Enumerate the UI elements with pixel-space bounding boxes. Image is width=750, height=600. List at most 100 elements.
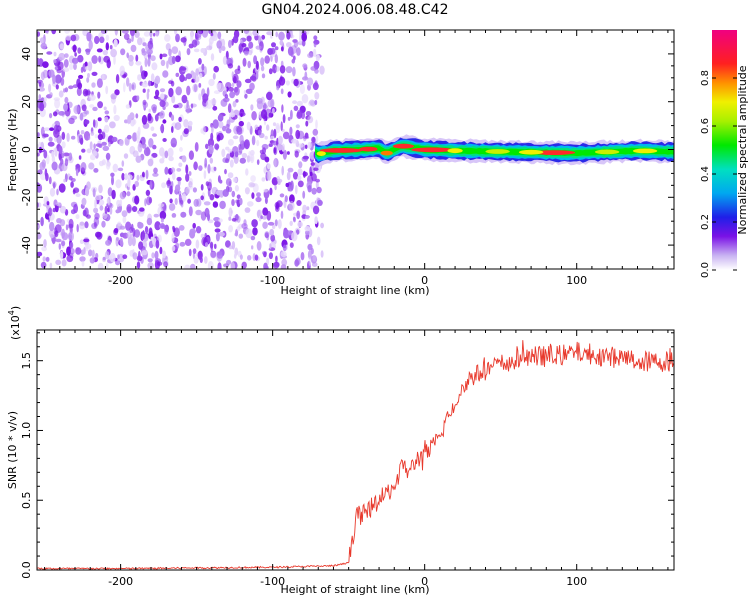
colorbar-tick-label: 0.8 <box>700 70 711 86</box>
noise-blob <box>217 114 224 122</box>
noise-blob <box>316 236 321 246</box>
noise-blob <box>82 209 87 217</box>
y-tick-label: 20 <box>20 95 33 109</box>
noise-blob <box>58 111 66 116</box>
band-hotspot <box>594 149 620 155</box>
noise-blob <box>43 239 47 248</box>
noise-blob <box>160 217 164 223</box>
noise-blob <box>94 221 97 228</box>
noise-blob <box>159 88 166 93</box>
noise-blob <box>43 133 49 138</box>
noise-blob <box>178 162 183 168</box>
noise-blob <box>251 245 254 250</box>
band-hotspot <box>532 150 576 156</box>
noise-blob <box>149 30 153 38</box>
noise-blob <box>307 185 312 193</box>
noise-blob <box>250 175 256 183</box>
noise-blob <box>304 226 311 232</box>
noise-blob <box>232 35 239 44</box>
noise-blob <box>279 65 286 74</box>
y-tick-label: -40 <box>20 236 33 254</box>
noise-blob <box>145 44 149 51</box>
noise-blob <box>168 87 174 98</box>
noise-blob <box>174 184 181 192</box>
noise-blob <box>135 113 139 119</box>
noise-blob <box>287 91 292 98</box>
noise-blob <box>206 87 210 97</box>
noise-blob <box>268 143 273 148</box>
noise-blob <box>229 159 234 168</box>
noise-blob <box>278 31 285 41</box>
noise-blob <box>287 167 294 173</box>
noise-blob <box>124 119 129 124</box>
noise-blob <box>105 152 111 160</box>
noise-blob <box>178 225 185 231</box>
noise-blob <box>241 43 247 48</box>
noise-blob <box>302 170 306 178</box>
noise-blob <box>160 225 167 230</box>
noise-blob <box>241 261 247 269</box>
noise-blob <box>59 219 66 227</box>
noise-blob <box>187 198 192 204</box>
noise-blob <box>194 142 199 152</box>
noise-blob <box>266 124 270 131</box>
noise-blob <box>235 99 239 103</box>
noise-blob <box>163 261 169 268</box>
noise-blob <box>277 143 283 151</box>
noise-blob <box>264 135 268 140</box>
noise-blob <box>42 256 46 262</box>
noise-blob <box>55 238 62 243</box>
noise-blob <box>162 250 167 259</box>
noise-blob <box>97 101 103 109</box>
noise-blob <box>126 191 131 197</box>
noise-blob <box>153 167 158 174</box>
noise-blob <box>95 194 102 200</box>
noise-blob <box>109 203 114 209</box>
noise-blob <box>266 163 271 170</box>
noise-blob <box>55 202 62 207</box>
noise-blob <box>286 151 290 155</box>
colorbar-gradient <box>712 30 737 270</box>
noise-blob <box>66 255 74 263</box>
noise-blob <box>162 138 167 142</box>
noise-blob <box>121 160 125 167</box>
noise-blob <box>200 195 204 201</box>
noise-blob <box>293 39 299 48</box>
noise-blob <box>74 52 77 57</box>
noise-blob <box>141 143 147 149</box>
noise-blob <box>175 55 181 63</box>
noise-blob <box>101 141 107 146</box>
noise-blob <box>71 135 76 140</box>
noise-blob <box>175 86 182 96</box>
noise-blob <box>214 220 221 228</box>
noise-blob <box>134 195 140 205</box>
noise-blob <box>320 222 324 229</box>
noise-blob <box>231 71 234 79</box>
noise-blob <box>43 149 48 159</box>
noise-blob <box>84 221 89 229</box>
noise-blob <box>188 43 194 49</box>
noise-blob <box>126 134 132 140</box>
noise-blob <box>261 177 266 182</box>
noise-blob <box>61 151 65 159</box>
noise-blob <box>316 186 322 194</box>
noise-blob <box>53 147 57 152</box>
noise-blob <box>80 130 85 135</box>
x-tick-label: 0 <box>421 274 428 287</box>
noise-blob <box>275 31 279 38</box>
noise-blob <box>131 84 135 90</box>
noise-blob <box>238 233 244 239</box>
noise-blob <box>129 249 134 257</box>
noise-blob <box>225 178 232 187</box>
noise-blob <box>201 63 205 71</box>
noise-blob <box>77 54 84 63</box>
noise-blob <box>218 218 223 223</box>
noise-blob <box>78 134 83 144</box>
noise-blob <box>256 139 260 147</box>
noise-blob <box>185 73 193 80</box>
noise-blob <box>46 154 50 165</box>
noise-blob <box>171 126 174 133</box>
noise-blob <box>117 167 124 172</box>
noise-blob <box>159 210 167 220</box>
noise-blob <box>62 67 70 73</box>
